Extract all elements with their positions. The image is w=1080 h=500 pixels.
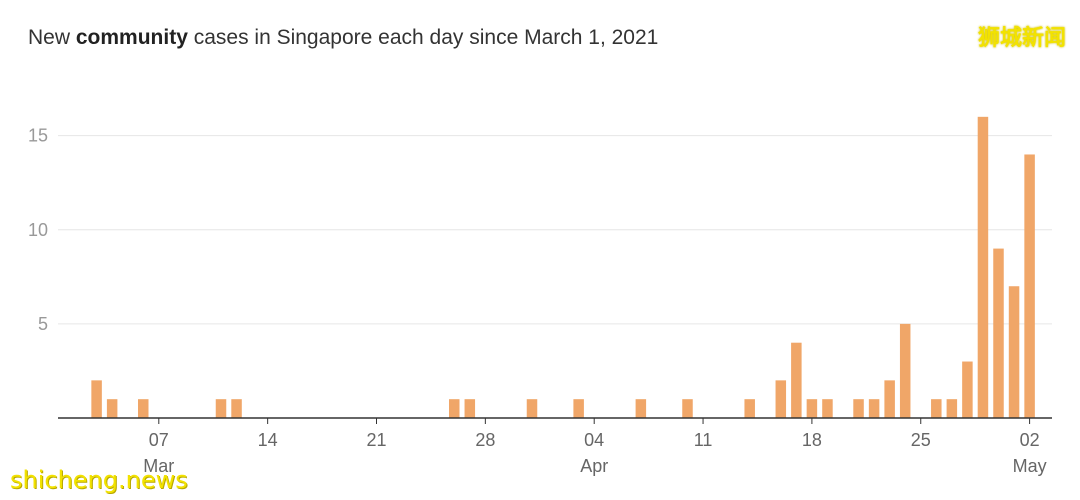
bar-2021-04-28 — [962, 361, 973, 418]
bar-2021-04-23 — [884, 380, 895, 418]
y-tick-label: 5 — [38, 314, 48, 334]
y-tick-label: 10 — [28, 220, 48, 240]
bar-2021-03-11 — [215, 399, 227, 418]
x-axis-ticks: 07 Mar 14 21 28 04 Apr 11 18 25 02 May — [143, 418, 1047, 476]
bar-2021-04-29 — [977, 116, 989, 418]
x-tick-label: 21 — [366, 430, 386, 450]
bar-2021-04-24 — [899, 323, 911, 418]
x-tick-label: 02 — [1020, 430, 1040, 450]
watermark-bottom-left: shicheng.news — [10, 466, 188, 494]
x-tick-label: 14 — [258, 430, 278, 450]
bar-2021-05-01 — [1008, 286, 1020, 418]
bar-2021-03-26 — [449, 399, 460, 418]
bar-2021-03-12 — [231, 399, 242, 418]
bar-2021-04-17 — [791, 342, 802, 418]
y-tick-label: 15 — [28, 126, 48, 146]
x-tick-label: 07 — [149, 430, 169, 450]
bar-2021-04-26 — [931, 399, 942, 418]
bar-2021-04-27 — [946, 399, 958, 418]
bar-2021-04-21 — [853, 399, 864, 418]
bar-2021-04-03 — [573, 399, 584, 418]
watermark-top-right: 狮城新闻 — [977, 26, 1066, 51]
bar-2021-05-02 — [1024, 154, 1035, 418]
chart-title: New community cases in Singapore each da… — [28, 26, 658, 50]
title-bold: community — [75, 26, 188, 49]
bar-2021-04-16 — [775, 380, 787, 418]
bar-2021-03-31 — [526, 399, 538, 418]
x-tick-label: 18 — [802, 430, 822, 450]
x-tick-label: 25 — [911, 430, 931, 450]
bar-2021-03-04 — [106, 399, 118, 418]
x-month-label: Mar — [143, 456, 174, 476]
x-month-label: May — [1013, 456, 1047, 476]
x-tick-label: 04 — [584, 430, 604, 450]
bar-2021-04-18 — [806, 399, 818, 418]
bar-2021-03-06 — [138, 399, 149, 418]
y-axis-ticks: 5 10 15 — [28, 126, 48, 334]
title-prefix: New — [28, 26, 76, 49]
bars — [91, 116, 1035, 418]
title-suffix: cases in Singapore each day since March … — [187, 26, 659, 49]
grid-lines — [58, 135, 1052, 325]
bar-2021-04-07 — [635, 399, 647, 418]
bar-2021-03-27 — [464, 399, 476, 418]
x-tick-label: 28 — [475, 430, 495, 450]
bar-2021-03-03 — [91, 380, 102, 418]
x-tick-label: 11 — [694, 430, 713, 450]
bar-2021-04-19 — [822, 399, 833, 418]
bar-2021-04-10 — [682, 399, 693, 418]
bar-2021-04-14 — [744, 399, 755, 418]
bar-2021-04-30 — [993, 248, 1004, 418]
x-month-label: Apr — [580, 456, 608, 476]
bar-2021-04-22 — [868, 399, 880, 418]
